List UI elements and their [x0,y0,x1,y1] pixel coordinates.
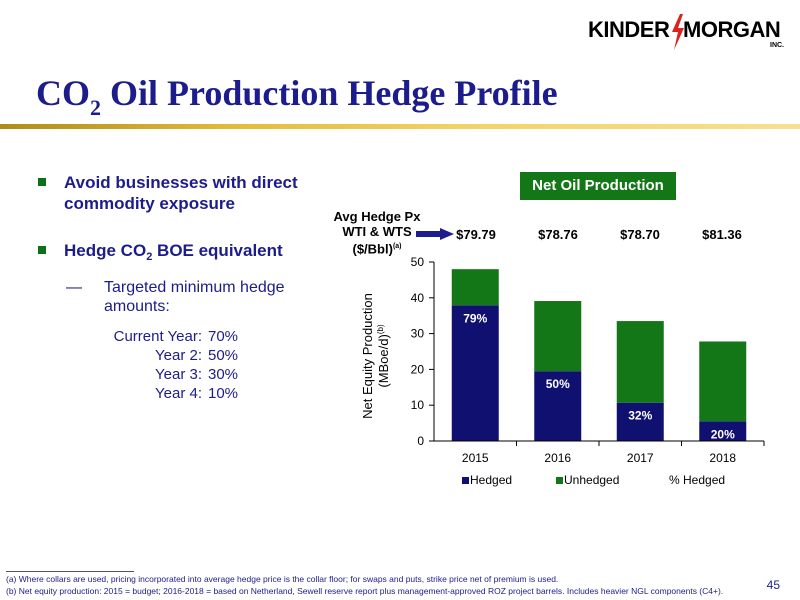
y-tick-label: 0 [417,434,424,448]
x-tick-label: 2018 [709,451,736,465]
bar-hedged [699,421,747,441]
bullet-item: Avoid businesses with direct commodity e… [38,172,338,214]
x-axis: 2015 2016 2017 2018 [434,440,765,465]
bullet-subscript: 2 [146,251,153,263]
hedge-row: Year 4: 10% [104,384,264,403]
bar-unhedged [534,301,582,372]
bullet-item: Hedge CO2 BOE equivalent [38,240,338,264]
bar-hedged [616,402,664,441]
bar-hedged [451,305,499,441]
kinder-morgan-logo: KINDER MORGAN INC. [588,12,788,52]
y-axis: 0 10 20 30 40 50 [411,255,435,448]
hedge-px-line: ($/Bbl) [352,241,393,257]
page-title: CO2 Oil Production Hedge Profile [36,72,558,120]
y-axis-label-units: (MBoe/d)(b) [376,324,391,388]
footnote-marker: (a) [392,243,402,250]
y-axis-label: Net Equity Production [360,293,375,419]
title-divider [0,124,800,129]
y-tick-label: 20 [411,362,425,376]
hedge-price-2017: $78.70 [620,227,660,242]
y-label-footnote-marker: (b) [376,324,385,334]
hedge-label: Year 2: [155,347,202,364]
title-rest: Oil Production Hedge Profile [101,73,558,113]
data-label-pct-hedged: 79% [463,311,487,325]
legend-label: Unhedged [564,473,619,487]
bullet-text: Hedge CO [64,241,147,260]
hedge-price-2015: $79.79 [456,227,496,242]
footnote-a: (a) Where collars are used, pricing inco… [6,574,559,584]
x-tick-label: 2015 [462,451,489,465]
hedge-label: Year 4: [155,385,202,402]
bullet-text-rest: BOE equivalent [152,241,283,260]
bar-unhedged [451,269,499,306]
page-number: 45 [766,578,780,592]
hedge-amounts-table: Current Year: 70% Year 2: 50% Year 3: 30… [104,327,264,403]
y-tick-label: 10 [411,398,425,412]
data-label-pct-hedged: 50% [546,377,570,391]
x-tick-label: 2016 [544,451,571,465]
right-arrow-icon [416,228,454,240]
data-label-pct-hedged: 32% [628,409,652,423]
bullet-square-icon [38,246,46,254]
bullet-square-icon [38,178,46,186]
logo-text-right: MORGAN [683,17,781,42]
legend-swatch [462,477,469,484]
y-tick-label: 40 [411,291,425,305]
hedge-value: 30% [208,366,239,383]
bullet-text: Avoid businesses with direct commodity e… [64,173,298,213]
hedge-px-line: WTI & WTS [342,224,412,239]
net-oil-production-badge: Net Oil Production [520,172,676,200]
legend-label: % Hedged [669,473,725,487]
hedge-row: Year 2: 50% [104,346,264,365]
avg-hedge-price-label: Avg Hedge Px WTI & WTS ($/Bbl)(a) [322,209,432,256]
title-subscript: 2 [90,95,101,120]
title-main: CO [36,73,90,113]
hedge-price-2016: $78.76 [538,227,578,242]
y-tick-label: 30 [411,327,425,341]
hedge-row: Current Year: 70% [104,327,264,346]
bars: 79% 50% 32% 20% [451,269,747,441]
hedge-px-line: Avg Hedge Px [333,209,421,224]
hedge-row: Year 3: 30% [104,365,264,384]
bullet-list: Avoid businesses with direct commodity e… [38,172,338,290]
hedge-label: Current Year: [113,328,202,345]
bar-unhedged [616,321,664,403]
hedge-label: Year 3: [155,366,202,383]
logo-text-left: KINDER [588,17,670,42]
hedge-value: 10% [208,385,239,402]
sub-bullet-text: Targeted minimum hedge amounts: [104,279,285,315]
footnote-divider [6,571,134,572]
bar-unhedged [699,341,747,422]
data-label-pct-hedged: 20% [711,427,735,441]
footnote-b: (b) Net equity production: 2015 = budget… [6,586,724,596]
legend-swatch [556,477,563,484]
hedge-value: 70% [208,328,239,345]
legend: Hedged Unhedged % Hedged [462,473,725,487]
hedge-price-2018: $81.36 [702,227,742,242]
dash-icon: — [66,279,82,296]
legend-label: Hedged [470,473,512,487]
bar-hedged [534,371,582,441]
hedge-value: 50% [208,347,239,364]
y-tick-label: 50 [411,255,425,269]
x-tick-label: 2017 [627,451,654,465]
lightning-bolt-icon [672,14,684,50]
logo-inc: INC. [770,42,784,49]
